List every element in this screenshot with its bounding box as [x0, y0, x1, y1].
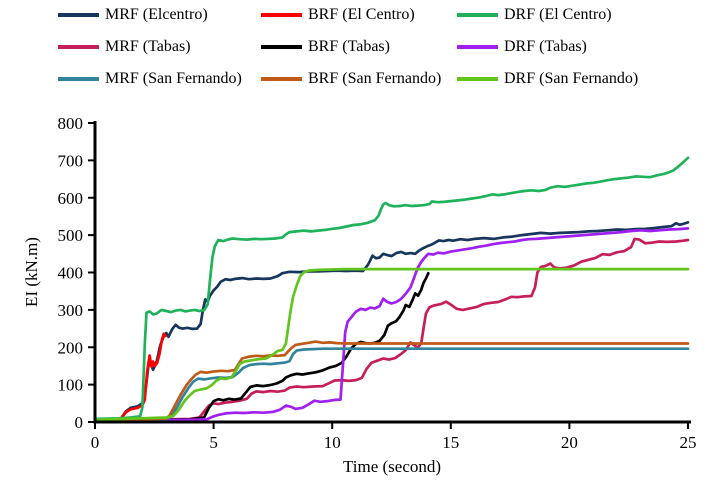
- legend-swatch-icon: [58, 45, 99, 49]
- legend-item-drf-el-centro: DRF (El Centro): [457, 4, 710, 26]
- legend-item-brf-tabas: BRF (Tabas): [261, 36, 457, 58]
- series-lines: [93, 156, 690, 423]
- legend-item-mrf-elcentro: MRF (Elcentro): [58, 4, 261, 26]
- y-tick-label: 500: [58, 226, 84, 245]
- legend-swatch-icon: [58, 77, 99, 81]
- legend-label: DRF (El Centro): [504, 6, 612, 23]
- legend-item-brf-el-centro: BRF (El Centro): [261, 4, 457, 26]
- series-line-brf-san-fernando: [93, 340, 690, 422]
- legend-label: BRF (Tabas): [308, 38, 390, 55]
- legend-label: DRF (San Fernando): [504, 70, 639, 87]
- legend-label: MRF (Tabas): [105, 38, 191, 55]
- x-tick-label: 5: [209, 433, 218, 452]
- series-line-brf-tabas: [93, 271, 430, 423]
- chart-legend: MRF (Elcentro) BRF (El Centro) DRF (El Cen…: [58, 4, 710, 90]
- series-line-drf-tabas: [93, 227, 690, 423]
- legend-item-mrf-san-fernando: MRF (San Fernando): [58, 68, 261, 90]
- y-tick-label: 800: [58, 114, 84, 133]
- axis-ticks: 0 100 200 300 400 500 600 700 800 0 5 10 15 20 25: [58, 114, 697, 452]
- y-tick-label: 700: [58, 151, 84, 170]
- legend-swatch-icon: [457, 77, 498, 81]
- series-line-mrf-tabas: [93, 237, 690, 422]
- legend-swatch-icon: [261, 77, 302, 81]
- x-tick-label: 10: [324, 433, 341, 452]
- legend-label: MRF (San Fernando): [105, 70, 242, 87]
- y-tick-label: 200: [58, 338, 84, 357]
- series-line-drf-san-fernando: [93, 267, 690, 422]
- series-line-brf-el-centro: [93, 332, 167, 422]
- series-line-mrf-elcentro: [93, 221, 690, 422]
- y-tick-label: 0: [75, 413, 84, 432]
- legend-item-drf-san-fernando: DRF (San Fernando): [457, 68, 710, 90]
- legend-item-brf-san-fernando: BRF (San Fernando): [261, 68, 457, 90]
- legend-label: BRF (El Centro): [308, 6, 415, 23]
- legend-swatch-icon: [261, 13, 302, 17]
- x-tick-label: 15: [442, 433, 459, 452]
- legend-swatch-icon: [261, 45, 302, 49]
- legend-item-drf-tabas: DRF (Tabas): [457, 36, 710, 58]
- x-tick-label: 20: [561, 433, 578, 452]
- y-axis-title: EI (kN.m): [22, 237, 41, 307]
- axes-lines: [93, 121, 691, 424]
- legend-swatch-icon: [58, 13, 99, 17]
- legend-label: MRF (Elcentro): [105, 6, 208, 23]
- legend-label: DRF (Tabas): [504, 38, 587, 55]
- x-tick-label: 0: [91, 433, 100, 452]
- x-axis-title: Time (second): [343, 457, 441, 476]
- series-line-drf-el-centro: [93, 156, 690, 421]
- series-line-mrf-san-fernando: [93, 347, 690, 422]
- legend-swatch-icon: [457, 13, 498, 17]
- legend-swatch-icon: [457, 45, 498, 49]
- y-tick-label: 100: [58, 376, 84, 395]
- legend-item-mrf-tabas: MRF (Tabas): [58, 36, 261, 58]
- x-tick-label: 25: [680, 433, 697, 452]
- y-tick-label: 300: [58, 301, 84, 320]
- y-tick-label: 600: [58, 189, 84, 208]
- legend-label: BRF (San Fernando): [308, 70, 442, 87]
- y-tick-label: 400: [58, 264, 84, 283]
